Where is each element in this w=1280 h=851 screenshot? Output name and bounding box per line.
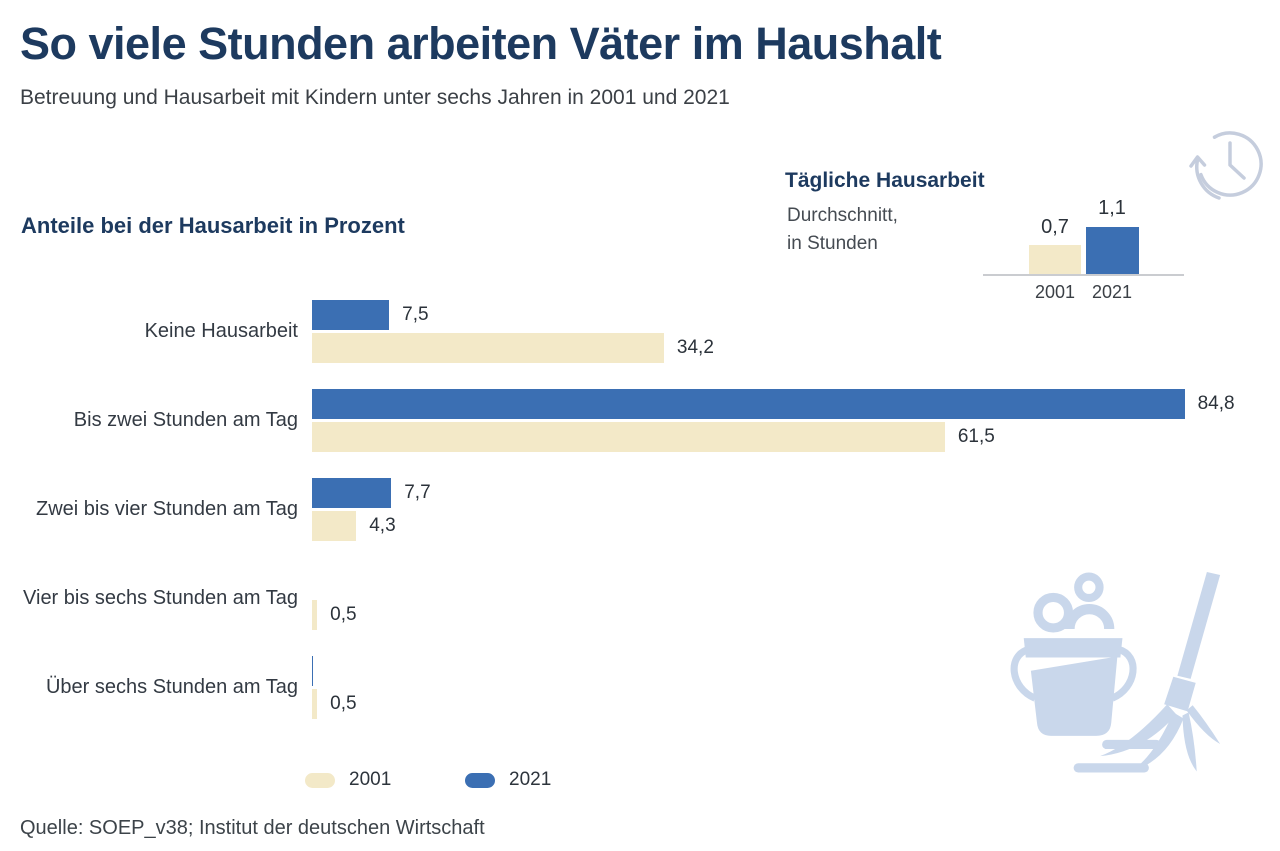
source-note: Quelle: SOEP_v38; Institut der deutschen… — [20, 817, 485, 839]
bar-value-2021: 7,7 — [404, 482, 431, 503]
bar-value-2001: 0,5 — [330, 693, 357, 714]
bar-2021 — [312, 656, 314, 686]
mini-chart-axis-line — [983, 274, 1184, 276]
bar-value-2001: 61,5 — [957, 426, 995, 447]
legend: 2001 2021 — [0, 769, 700, 791]
category-label: Keine Hausarbeit — [144, 320, 298, 342]
legend-item-2021: 2021 — [465, 769, 551, 791]
bar-value-2001: 4,3 — [369, 515, 396, 536]
bar-2001 — [312, 333, 664, 363]
bar-value-2021: 84,8 — [1197, 393, 1235, 414]
main-chart-title: Anteile bei der Hausarbeit in Prozent — [21, 213, 405, 238]
mini-bar-value-2021: 1,1 — [1098, 197, 1126, 219]
legend-label-2001: 2001 — [349, 769, 392, 790]
legend-swatch-2001 — [305, 772, 335, 788]
category-label: Über sechs Stunden am Tag — [45, 676, 298, 698]
mini-chart-subtitle-line1: Durchschnitt, — [787, 205, 898, 226]
mini-bar-2001 — [1029, 244, 1081, 275]
bucket-and-mop-icon — [1010, 572, 1221, 773]
bar-group-zwei-bis-vier-stunden: Zwei bis vier Stunden am Tag 7,7 4,3 — [0, 478, 1280, 541]
bar-value-2021: 7,5 — [402, 304, 429, 325]
bar-group-bis-zwei-stunden: Bis zwei Stunden am Tag 84,8 61,5 — [0, 389, 1280, 452]
clock-icon — [1189, 131, 1263, 200]
bar-2001 — [312, 600, 318, 630]
legend-item-2001: 2001 — [305, 769, 391, 791]
bar-group-vier-bis-sechs-stunden: Vier bis sechs Stunden am Tag 0,5 — [0, 567, 1280, 630]
bar-group-ueber-sechs-stunden: Über sechs Stunden am Tag 0,5 — [0, 656, 1280, 719]
mini-chart-subtitle-line2: in Stunden — [787, 233, 878, 254]
mini-chart-subtitle: Durchschnitt, in Stunden — [787, 202, 898, 258]
page-subtitle: Betreuung und Hausarbeit mit Kindern unt… — [20, 86, 730, 109]
mini-axis-label-2021: 2021 — [1091, 282, 1133, 302]
page-title: So viele Stunden arbeiten Väter im Haush… — [20, 18, 942, 69]
bar-2001 — [312, 689, 318, 719]
legend-label-2021: 2021 — [509, 769, 552, 790]
legend-swatch-2021 — [465, 772, 495, 788]
bar-2021 — [312, 300, 390, 330]
mini-chart-plot — [983, 130, 1184, 276]
mini-bar-value-2001: 0,7 — [1041, 216, 1069, 238]
bar-value-2001: 34,2 — [676, 337, 714, 358]
bar-2001 — [312, 422, 945, 452]
category-label: Bis zwei Stunden am Tag — [73, 409, 298, 431]
mini-bar-2021 — [1086, 227, 1139, 275]
mini-axis-label-2001: 2001 — [1034, 282, 1076, 302]
bar-2021 — [312, 389, 1185, 419]
bar-group-keine-hausarbeit: Keine Hausarbeit 7,5 34,2 — [0, 300, 1280, 363]
bar-value-2001: 0,5 — [330, 604, 357, 625]
category-label: Zwei bis vier Stunden am Tag — [36, 498, 298, 520]
bar-2021 — [312, 478, 392, 508]
mini-chart-title: Tägliche Hausarbeit — [785, 169, 985, 192]
category-label: Vier bis sechs Stunden am Tag — [23, 587, 298, 609]
bar-2001 — [312, 511, 357, 541]
